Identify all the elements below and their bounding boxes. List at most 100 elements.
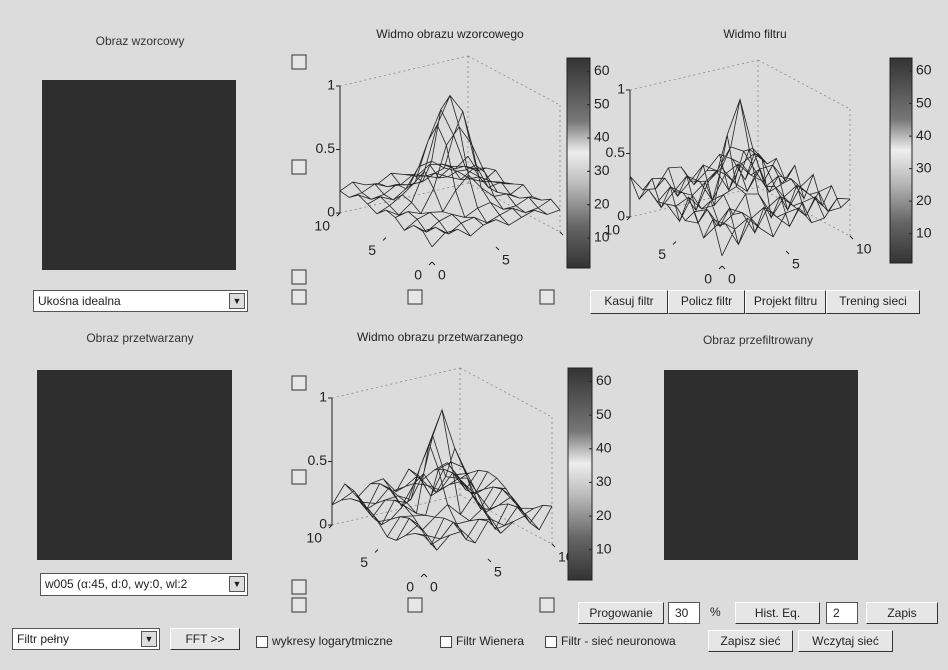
colorbar-tick-label: 30 bbox=[916, 159, 932, 175]
colorbar-tick-label: 20 bbox=[594, 195, 610, 211]
y-tick-label: 5 bbox=[368, 242, 376, 258]
x-tick-label: 5 bbox=[502, 252, 510, 268]
panel-title: Obraz wzorcowy bbox=[40, 34, 240, 48]
y-tick-label: 0 bbox=[414, 267, 422, 283]
x-tick-label: 0 bbox=[438, 267, 446, 283]
image-box bbox=[37, 370, 232, 560]
slider-button[interactable] bbox=[408, 598, 422, 612]
dropdown-arrow[interactable]: ▼ bbox=[141, 631, 157, 647]
button[interactable]: Progowanie bbox=[578, 602, 664, 624]
z-tick-label: 1 bbox=[319, 389, 327, 405]
colorbar bbox=[568, 368, 592, 580]
z-tick-label: 1 bbox=[617, 81, 625, 97]
button[interactable]: Policz filtr bbox=[668, 290, 745, 314]
x-tick-label: 0 bbox=[430, 579, 438, 595]
axis-box bbox=[332, 368, 460, 398]
text-input[interactable]: 30 bbox=[668, 602, 700, 624]
checkbox[interactable] bbox=[256, 636, 268, 648]
slider-button[interactable] bbox=[292, 270, 306, 284]
colorbar bbox=[890, 58, 912, 263]
checkbox-label: Filtr Wienera bbox=[456, 634, 524, 648]
dropdown-text: Filtr pełny bbox=[17, 632, 69, 646]
slider-button[interactable] bbox=[292, 160, 306, 174]
dropdown[interactable]: Ukośna idealna ▼ bbox=[33, 290, 248, 312]
surface-mesh bbox=[340, 96, 560, 247]
x-tick bbox=[496, 247, 499, 250]
slider-button[interactable] bbox=[292, 598, 306, 612]
dropdown-text: w005 (α:45, d:0, wy:0, wl:2 bbox=[45, 577, 187, 591]
y-tick-label: 5 bbox=[360, 554, 368, 570]
x-tick bbox=[786, 251, 789, 254]
dropdown-text: Ukośna idealna bbox=[38, 294, 121, 308]
button[interactable]: Projekt filtru bbox=[745, 290, 826, 314]
button[interactable]: Zapisz sieć bbox=[708, 630, 793, 652]
z-tick-label: 1 bbox=[327, 77, 335, 93]
dropdown-arrow[interactable]: ▼ bbox=[229, 576, 245, 592]
colorbar-tick-label: 20 bbox=[596, 507, 612, 523]
slider-button[interactable] bbox=[292, 580, 306, 594]
slider-button[interactable] bbox=[292, 290, 306, 304]
y-tick bbox=[429, 262, 432, 265]
y-tick bbox=[719, 266, 722, 269]
dropdown[interactable]: w005 (α:45, d:0, wy:0, wl:2 ▼ bbox=[40, 573, 248, 596]
colorbar-tick-label: 10 bbox=[596, 540, 612, 556]
surface-mesh bbox=[332, 410, 552, 550]
dropdown[interactable]: Filtr pełny ▼ bbox=[12, 628, 160, 650]
axis-box bbox=[332, 495, 460, 525]
colorbar-tick-label: 40 bbox=[916, 127, 932, 143]
axis-box bbox=[460, 368, 552, 417]
x-tick bbox=[432, 262, 435, 265]
axis-box bbox=[340, 56, 468, 86]
y-tick bbox=[383, 238, 386, 241]
text-input[interactable]: 2 bbox=[826, 602, 858, 624]
x-tick-label: 10 bbox=[856, 241, 872, 257]
colorbar-tick-label: 60 bbox=[916, 62, 932, 78]
panel-title: Obraz przefiltrowany bbox=[658, 333, 858, 347]
colorbar bbox=[567, 58, 590, 268]
slider-button[interactable] bbox=[292, 376, 306, 390]
colorbar-tick-label: 40 bbox=[594, 129, 610, 145]
button[interactable]: Kasuj filtr bbox=[590, 290, 668, 314]
axis-box bbox=[630, 60, 758, 90]
colorbar-tick-label: 20 bbox=[916, 192, 932, 208]
checkbox-label: wykresy logarytmiczne bbox=[272, 634, 393, 648]
x-tick-label: 5 bbox=[792, 256, 800, 272]
colorbar-tick-label: 10 bbox=[916, 224, 932, 240]
z-tick-label: 0.5 bbox=[606, 144, 626, 160]
colorbar-tick-label: 50 bbox=[916, 94, 932, 110]
y-tick-label: 10 bbox=[306, 530, 322, 546]
colorbar-tick-label: 30 bbox=[594, 162, 610, 178]
slider-button[interactable] bbox=[292, 55, 306, 69]
axis-box bbox=[468, 56, 560, 105]
button[interactable]: Zapis bbox=[866, 602, 938, 624]
button[interactable]: FFT >> bbox=[170, 628, 240, 650]
x-tick bbox=[560, 232, 563, 235]
y-tick-label: 10 bbox=[604, 222, 620, 238]
y-tick bbox=[673, 242, 676, 245]
plot-title: Widmo obrazu przetwarzanego bbox=[357, 330, 523, 344]
app-window: Widmo obrazu wzorcowego00.51051005101020… bbox=[0, 0, 948, 670]
colorbar-tick-label: 50 bbox=[596, 406, 612, 422]
axis-box bbox=[758, 60, 850, 109]
y-tick-label: 5 bbox=[658, 246, 666, 262]
x-tick-label: 0 bbox=[728, 271, 736, 287]
slider-button[interactable] bbox=[292, 470, 306, 484]
x-tick bbox=[722, 266, 725, 269]
y-tick-label: 10 bbox=[314, 218, 330, 234]
checkbox[interactable] bbox=[545, 636, 557, 648]
checkbox[interactable] bbox=[440, 636, 452, 648]
unit-label: % bbox=[710, 605, 721, 619]
dropdown-arrow[interactable]: ▼ bbox=[229, 293, 245, 309]
panel-title: Obraz przetwarzany bbox=[40, 331, 240, 345]
image-box bbox=[42, 80, 236, 270]
button[interactable]: Hist. Eq. bbox=[735, 602, 820, 624]
surface-mesh bbox=[630, 100, 850, 256]
slider-button[interactable] bbox=[540, 290, 554, 304]
colorbar-tick-label: 30 bbox=[596, 473, 612, 489]
button[interactable]: Wczytaj sieć bbox=[798, 630, 893, 652]
button[interactable]: Trening sieci bbox=[826, 290, 920, 314]
y-tick bbox=[375, 550, 378, 553]
image-box bbox=[664, 370, 858, 560]
slider-button[interactable] bbox=[540, 598, 554, 612]
slider-button[interactable] bbox=[408, 290, 422, 304]
